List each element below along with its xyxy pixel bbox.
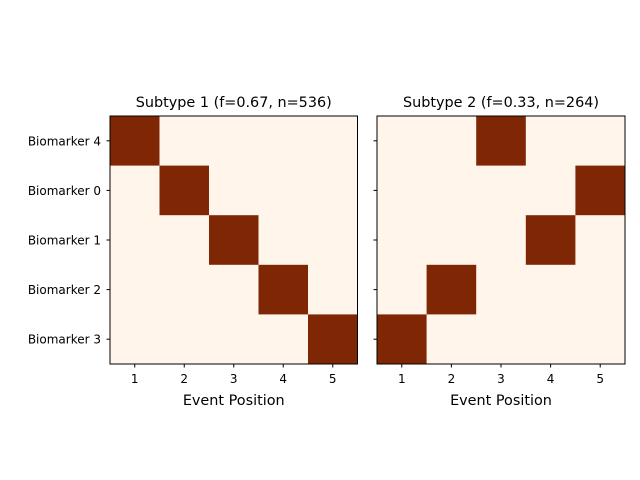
event-cell bbox=[426, 264, 477, 315]
y-tick-label: Biomarker 1 bbox=[28, 234, 101, 248]
x-tick-label: 4 bbox=[279, 372, 287, 386]
x-tick-label: 2 bbox=[448, 372, 456, 386]
x-tick-label: 3 bbox=[230, 372, 238, 386]
event-cell bbox=[110, 116, 160, 166]
event-cell bbox=[258, 264, 308, 315]
x-tick-label: 5 bbox=[329, 372, 337, 386]
y-tick-label: Biomarker 0 bbox=[28, 184, 101, 198]
y-tick-label: Biomarker 2 bbox=[28, 283, 101, 297]
y-tick-label: Biomarker 3 bbox=[28, 333, 101, 347]
event-cell bbox=[209, 215, 259, 265]
event-cell bbox=[159, 165, 209, 216]
x-tick-label: 1 bbox=[131, 372, 139, 386]
x-axis-label: Event Position bbox=[183, 393, 285, 409]
x-tick-label: 1 bbox=[398, 372, 406, 386]
panel-title: Subtype 1 (f=0.67, n=536) bbox=[136, 95, 332, 111]
x-axis-label: Event Position bbox=[450, 393, 552, 409]
event-cell bbox=[575, 165, 625, 216]
subtype-2-panel: 1 2 3 4 5 Subtype 2 (f=0.33, n=264) Event Posi… bbox=[373, 95, 626, 409]
x-tick-label: 5 bbox=[596, 372, 604, 386]
subtype-1-panel: 1 2 3 4 5 Biomarker 4 Biomarker 0 Biomarker 1 Bi… bbox=[28, 95, 358, 409]
event-cell bbox=[377, 314, 427, 364]
x-tick-label: 2 bbox=[180, 372, 188, 386]
event-cell bbox=[476, 116, 526, 166]
x-tick-label: 3 bbox=[497, 372, 505, 386]
panel-title: Subtype 2 (f=0.33, n=264) bbox=[403, 95, 599, 111]
event-cell bbox=[525, 215, 576, 265]
x-tick-label: 4 bbox=[547, 372, 555, 386]
event-cell bbox=[308, 314, 358, 364]
y-tick-label: Biomarker 4 bbox=[28, 134, 101, 148]
